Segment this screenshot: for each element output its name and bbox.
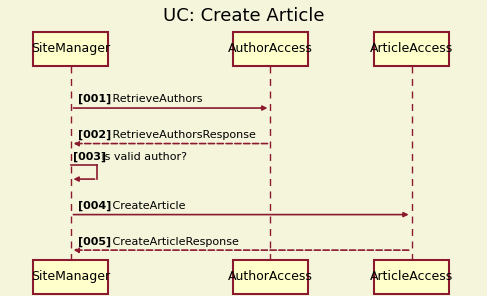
FancyBboxPatch shape xyxy=(374,32,449,66)
Text: SiteManager: SiteManager xyxy=(31,270,110,283)
FancyBboxPatch shape xyxy=(33,32,108,66)
Text: ArticleAccess: ArticleAccess xyxy=(370,42,453,55)
FancyBboxPatch shape xyxy=(233,260,308,294)
Text: [004]: [004] xyxy=(78,201,112,211)
Text: AuthorAccess: AuthorAccess xyxy=(228,42,313,55)
Text: CreateArticle: CreateArticle xyxy=(109,201,186,211)
Text: SiteManager: SiteManager xyxy=(31,42,110,55)
Text: [001]: [001] xyxy=(78,94,111,104)
Text: CreateArticleResponse: CreateArticleResponse xyxy=(109,237,239,247)
Text: RetrieveAuthors: RetrieveAuthors xyxy=(109,94,203,104)
Text: AuthorAccess: AuthorAccess xyxy=(228,270,313,283)
FancyBboxPatch shape xyxy=(33,260,108,294)
Text: UC: Create Article: UC: Create Article xyxy=(163,7,324,25)
FancyBboxPatch shape xyxy=(233,32,308,66)
Text: is valid author?: is valid author? xyxy=(98,152,187,162)
Text: ArticleAccess: ArticleAccess xyxy=(370,270,453,283)
Text: RetrieveAuthorsResponse: RetrieveAuthorsResponse xyxy=(109,130,256,140)
FancyBboxPatch shape xyxy=(374,260,449,294)
Text: [003]: [003] xyxy=(73,152,106,162)
Text: [005]: [005] xyxy=(78,236,111,247)
Text: [002]: [002] xyxy=(78,130,111,140)
